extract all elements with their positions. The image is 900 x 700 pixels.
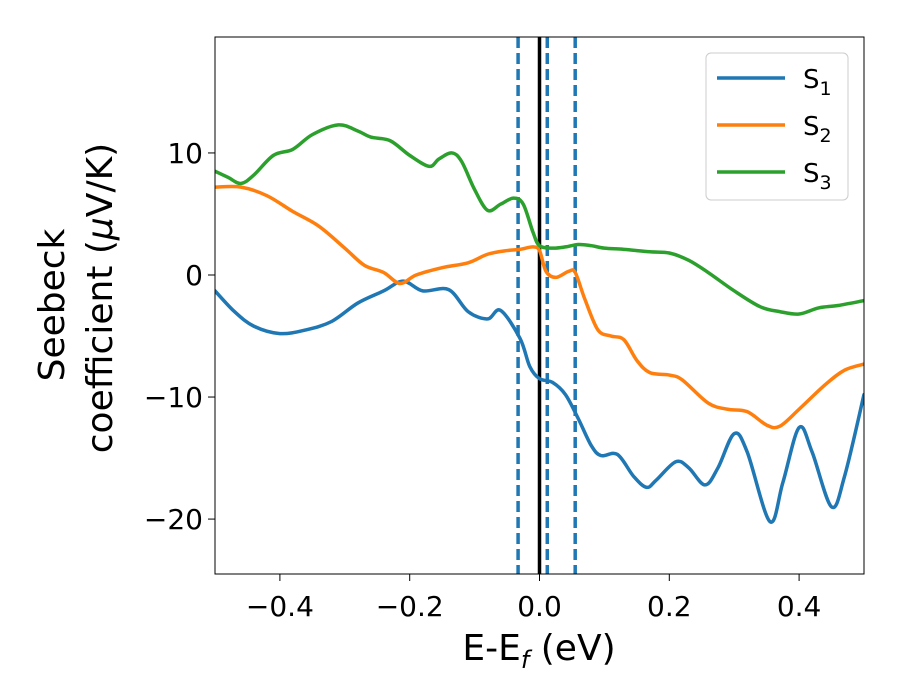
y-axis-label-line2: coefficient (μV/K) [80,143,121,453]
legend-label-s3: S3 [803,159,832,194]
y-tick-label: 0 [185,259,203,292]
series-line-s1 [215,279,864,524]
x-tick-label: −0.4 [246,590,314,623]
x-axis-label: E-Ef (eV) [462,628,615,674]
x-tick-label: 0.0 [517,590,562,623]
series-line-s3 [215,123,864,316]
series-lines [215,123,864,524]
y-axis-label: Seebeck coefficient (μV/K) [32,143,121,453]
vertical-reference-lines [516,37,577,574]
y-tick-label: −10 [144,381,203,414]
y-tick-label: 10 [167,137,203,170]
y-axis-label-line1: Seebeck [32,228,73,381]
legend: S1 S2 S3 [705,52,849,201]
x-axis-ticks: −0.4 −0.2 0.0 0.2 0.4 [246,574,821,623]
y-axis-ticks: −20 −10 0 10 [144,137,215,536]
legend-label-s2: S2 [803,112,832,147]
series-line-s2 [215,184,864,430]
x-tick-label: 0.2 [647,590,692,623]
x-tick-label: 0.4 [777,590,822,623]
y-tick-label: −20 [144,503,203,536]
x-tick-label: −0.2 [376,590,444,623]
legend-label-s1: S1 [803,65,832,100]
